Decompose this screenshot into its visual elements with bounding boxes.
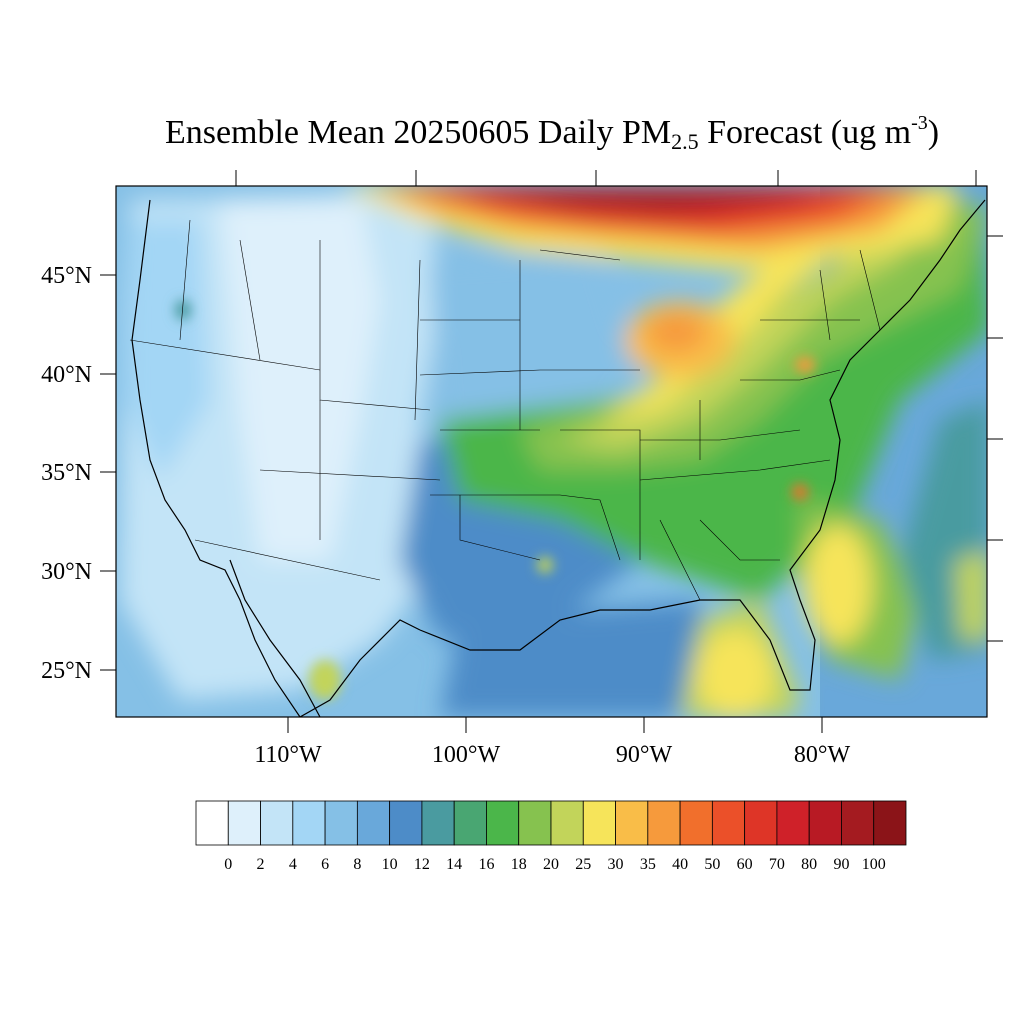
lon-label-80w: 80°W <box>794 742 851 768</box>
colorbar-label: 90 <box>833 856 849 873</box>
coastlines <box>131 199 986 717</box>
colorbar-label: 12 <box>414 856 430 873</box>
colorbar-label: 10 <box>382 856 398 873</box>
colorbar-label: 50 <box>704 856 720 873</box>
colorbar-swatch <box>550 800 584 846</box>
field-blobs <box>120 186 987 717</box>
top-ticks <box>235 170 977 186</box>
colorbar-swatch <box>227 800 261 846</box>
colorbar-label: 4 <box>289 856 297 873</box>
colorbar-swatch <box>324 800 358 846</box>
map-frame <box>115 185 988 718</box>
right-ticks <box>987 235 1003 642</box>
bottom-ticks <box>287 717 823 733</box>
colorbar-label: 18 <box>511 856 527 873</box>
colorbar-swatch <box>841 800 875 846</box>
colorbar-swatch <box>518 800 552 846</box>
colorbar-label: 6 <box>321 856 329 873</box>
colorbar-swatch <box>292 800 326 846</box>
lat-label-30n: 30°N <box>41 559 92 585</box>
field-spots <box>175 300 815 700</box>
colorbar-swatch <box>453 800 487 846</box>
colorbar-swatch <box>873 800 907 846</box>
colorbar-label: 30 <box>608 856 624 873</box>
lat-label-45n: 45°N <box>41 263 92 289</box>
colorbar: 0 2 4 6 8 10 12 14 16 18 20 25 30 35 40 50 60 70 80 90 100 <box>195 800 907 873</box>
title-close: ) <box>927 114 940 151</box>
colorbar-swatch <box>615 800 649 846</box>
colorbar-swatch <box>389 800 423 846</box>
lon-label-90w: 90°W <box>616 742 673 768</box>
colorbar-label: 60 <box>737 856 753 873</box>
colorbar-label: 70 <box>769 856 785 873</box>
colorbar-label: 100 <box>862 856 886 873</box>
lat-label-25n: 25°N <box>41 658 92 684</box>
colorbar-label: 8 <box>353 856 361 873</box>
lat-label-40n: 40°N <box>41 362 92 388</box>
colorbar-label: 16 <box>478 856 494 873</box>
title-main: Ensemble Mean 20250605 Daily PM <box>164 114 672 151</box>
colorbar-label: 2 <box>257 856 265 873</box>
colorbar-swatch <box>679 800 713 846</box>
colorbar-swatch <box>647 800 681 846</box>
concentration-field <box>116 186 987 717</box>
state-borders <box>129 219 881 601</box>
lat-label-35n: 35°N <box>41 460 92 486</box>
title-after: Forecast (ug m <box>698 114 912 151</box>
colorbar-swatch <box>776 800 810 846</box>
colorbar-swatch <box>744 800 778 846</box>
colorbar-label: 20 <box>543 856 559 873</box>
colorbar-swatch <box>356 800 391 846</box>
map-title: Ensemble Mean 20250605 Daily PM2.5 Forec… <box>0 112 1024 155</box>
colorbar-label: 25 <box>575 856 591 873</box>
colorbar-label: 14 <box>446 856 462 873</box>
lon-label-100w: 100°W <box>432 742 501 768</box>
lon-label-110w: 110°W <box>254 742 322 768</box>
left-ticks <box>100 274 116 671</box>
title-superscript: -3 <box>911 112 928 134</box>
colorbar-label: 80 <box>801 856 817 873</box>
colorbar-swatch <box>421 800 455 846</box>
colorbar-swatch <box>711 800 746 846</box>
colorbar-swatch <box>808 800 842 846</box>
colorbar-label: 0 <box>224 856 232 873</box>
title-subscript: 2.5 <box>671 129 699 154</box>
colorbar-swatch <box>582 800 616 846</box>
colorbar-label: 35 <box>640 856 656 873</box>
colorbar-label: 40 <box>672 856 688 873</box>
colorbar-swatch <box>195 800 229 846</box>
colorbar-swatch <box>260 800 294 846</box>
colorbar-swatch <box>486 800 520 846</box>
